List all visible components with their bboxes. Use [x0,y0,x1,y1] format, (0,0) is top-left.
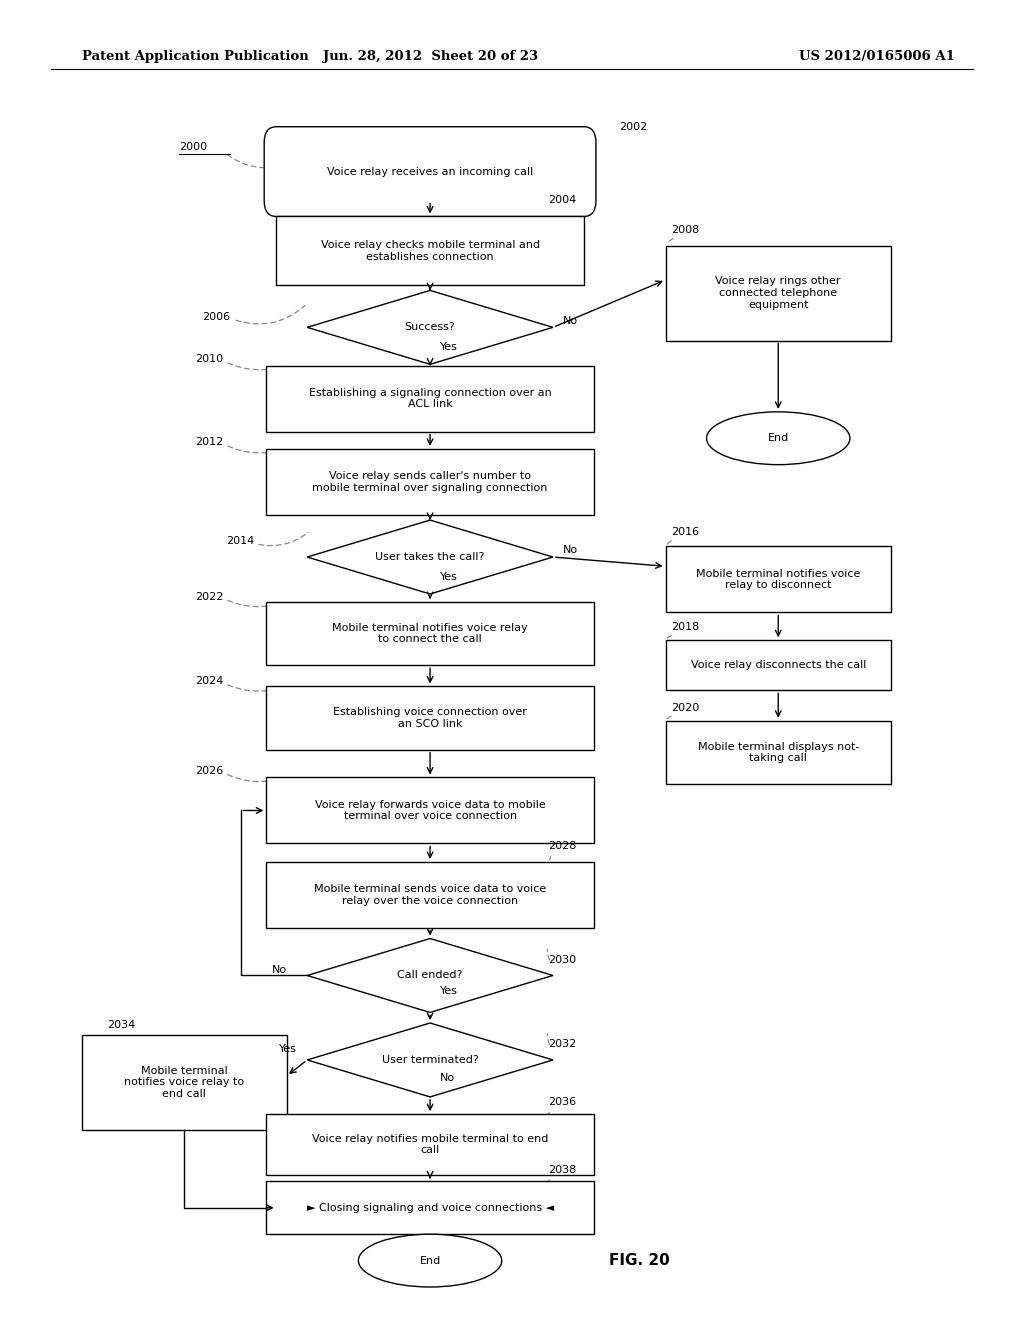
FancyBboxPatch shape [264,127,596,216]
Text: Establishing a signaling connection over an
ACL link: Establishing a signaling connection over… [308,388,552,409]
Bar [276,216,584,285]
Text: Yes: Yes [440,986,458,997]
Bar [666,721,891,784]
Text: 2036: 2036 [548,1097,575,1107]
Text: 2006: 2006 [203,312,230,322]
Text: End: End [768,433,788,444]
Text: Mobile terminal sends voice data to voice
relay over the voice connection: Mobile terminal sends voice data to voic… [314,884,546,906]
Text: 2008: 2008 [671,224,699,235]
Text: 2002: 2002 [620,121,648,132]
Bar [266,862,594,928]
Text: User takes the call?: User takes the call? [376,552,484,562]
Text: FIG. 20: FIG. 20 [609,1253,670,1269]
Text: 2020: 2020 [671,702,699,713]
Text: Patent Application Publication: Patent Application Publication [82,50,308,63]
Text: No: No [440,1073,456,1084]
Bar [266,686,594,750]
Text: Voice relay forwards voice data to mobile
terminal over voice connection: Voice relay forwards voice data to mobil… [314,800,546,821]
Text: Establishing voice connection over
an SCO link: Establishing voice connection over an SC… [333,708,527,729]
Bar [266,366,594,432]
Text: 2028: 2028 [548,841,577,851]
Text: 2000: 2000 [179,141,207,152]
Polygon shape [307,939,553,1012]
Bar [266,602,594,665]
Polygon shape [307,1023,553,1097]
Text: US 2012/0165006 A1: US 2012/0165006 A1 [799,50,954,63]
Text: Yes: Yes [280,1044,297,1055]
Text: End: End [420,1255,440,1266]
Text: 2022: 2022 [195,591,223,602]
Text: Voice relay rings other
connected telephone
equipment: Voice relay rings other connected teleph… [716,276,841,310]
Bar [82,1035,287,1130]
Text: 2026: 2026 [195,766,223,776]
Text: Jun. 28, 2012  Sheet 20 of 23: Jun. 28, 2012 Sheet 20 of 23 [323,50,538,63]
Text: Voice relay sends caller's number to
mobile terminal over signaling connection: Voice relay sends caller's number to mob… [312,471,548,492]
Bar [666,546,891,612]
Text: 2038: 2038 [548,1164,577,1175]
Bar [266,777,594,843]
Text: No: No [563,315,579,326]
Text: Mobile terminal notifies voice relay
to connect the call: Mobile terminal notifies voice relay to … [332,623,528,644]
Polygon shape [307,520,553,594]
Text: 2004: 2004 [548,194,577,205]
Text: Voice relay checks mobile terminal and
establishes connection: Voice relay checks mobile terminal and e… [321,240,540,261]
Text: Voice relay notifies mobile terminal to end
call: Voice relay notifies mobile terminal to … [312,1134,548,1155]
Text: Voice relay receives an incoming call: Voice relay receives an incoming call [327,166,534,177]
Text: 2018: 2018 [671,622,699,632]
Text: Mobile terminal
notifies voice relay to
end call: Mobile terminal notifies voice relay to … [124,1065,245,1100]
Text: No: No [563,545,579,556]
Text: Call ended?: Call ended? [397,970,463,981]
Text: 2030: 2030 [548,954,575,965]
Text: Success?: Success? [404,322,456,333]
Text: Mobile terminal notifies voice
relay to disconnect: Mobile terminal notifies voice relay to … [696,569,860,590]
Text: Voice relay disconnects the call: Voice relay disconnects the call [690,660,866,671]
Bar [666,246,891,341]
Polygon shape [307,290,553,364]
Text: Mobile terminal displays not-
taking call: Mobile terminal displays not- taking cal… [697,742,859,763]
Text: 2012: 2012 [195,437,223,447]
Bar [266,449,594,515]
Bar [266,1181,594,1234]
Text: Yes: Yes [440,572,458,582]
Text: Yes: Yes [440,342,458,352]
Bar [666,640,891,690]
Ellipse shape [358,1234,502,1287]
Text: 2024: 2024 [195,676,223,686]
Text: 2010: 2010 [196,354,223,364]
Text: 2014: 2014 [225,536,254,546]
Text: User terminated?: User terminated? [382,1055,478,1065]
Text: ► Closing signaling and voice connections ◄: ► Closing signaling and voice connection… [306,1203,554,1213]
Text: No: No [271,965,287,975]
Ellipse shape [707,412,850,465]
Bar [266,1114,594,1175]
Text: 2032: 2032 [548,1039,577,1049]
Text: 2034: 2034 [108,1019,136,1030]
Text: 2016: 2016 [671,527,698,537]
